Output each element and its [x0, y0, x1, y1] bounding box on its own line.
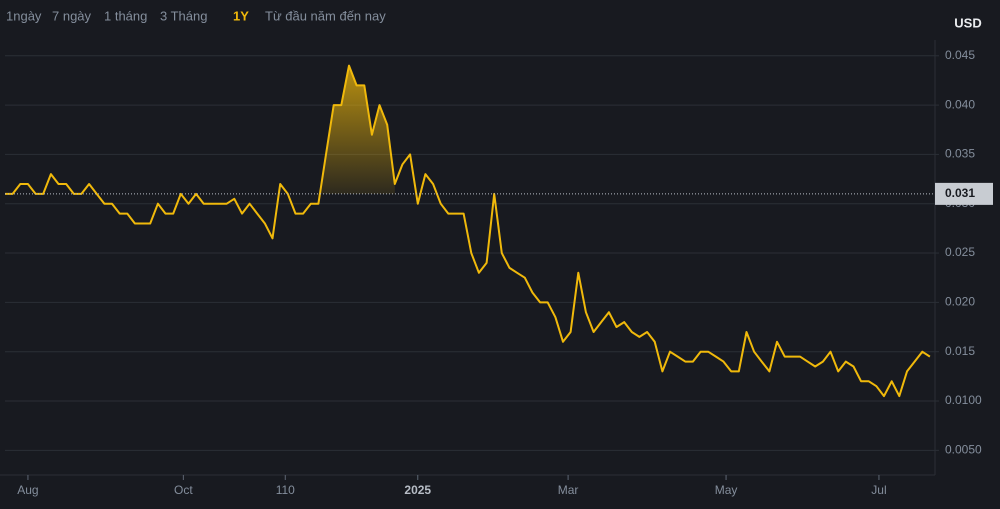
x-tick-label: May: [715, 483, 738, 497]
range-tab[interactable]: 1Y: [233, 8, 249, 23]
range-tab[interactable]: Từ đầu năm đến nay: [265, 8, 386, 23]
y-tick-label: 0.0100: [945, 393, 982, 407]
range-tab[interactable]: 7 ngày: [52, 8, 92, 23]
range-tab[interactable]: 3 Tháng: [160, 8, 207, 23]
range-tab[interactable]: 1ngày: [6, 8, 42, 23]
x-tick-label: 2025: [404, 483, 431, 497]
price-line: [5, 64, 931, 398]
x-tick-label: Jul: [871, 483, 886, 497]
y-tick-label: 0.040: [945, 97, 975, 111]
range-tab[interactable]: 1 tháng: [104, 8, 147, 23]
y-tick-label: 0.015: [945, 344, 975, 358]
y-tick-label: 0.020: [945, 295, 975, 309]
x-tick-label: Aug: [17, 483, 38, 497]
y-tick-label: 0.0050: [945, 443, 982, 457]
y-tick-label: 0.025: [945, 245, 975, 259]
x-tick-label: 110: [276, 483, 295, 497]
y-tick-label: 0.045: [945, 48, 975, 62]
y-tick-label: 0.035: [945, 147, 975, 161]
highlight-area: [318, 65, 395, 204]
x-tick-label: Oct: [174, 483, 193, 497]
x-tick-label: Mar: [558, 483, 579, 497]
current-price-badge: [935, 182, 993, 205]
current-price-label: 0.031: [945, 186, 975, 200]
unit-label: USD: [954, 15, 981, 30]
